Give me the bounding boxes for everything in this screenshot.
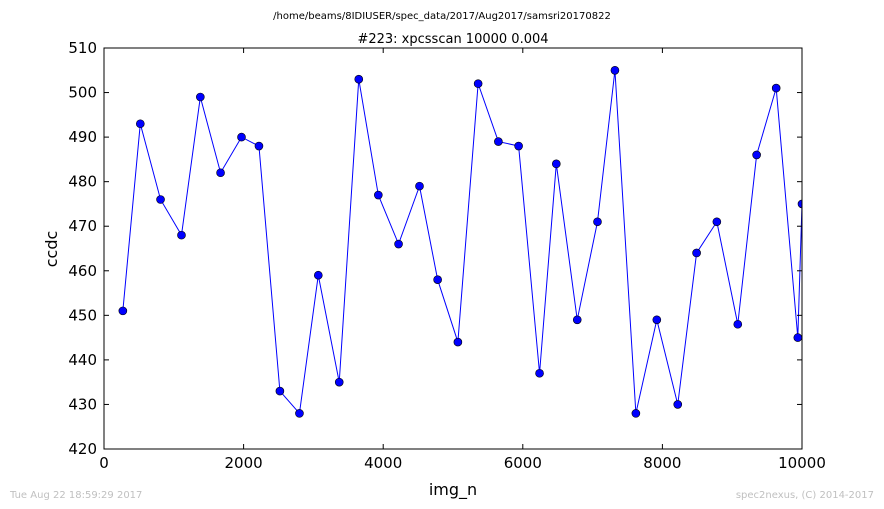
data-point: [793, 333, 802, 342]
data-point: [415, 181, 424, 191]
y-tick-label: 490: [68, 128, 97, 146]
data-point: [652, 315, 662, 325]
data-point: [135, 119, 145, 129]
ticks-layer: 0 2000 4000 6000 8000 10000 420 430 440 450 460 470…: [68, 39, 826, 472]
data-point: [712, 217, 722, 227]
data-point: [610, 65, 620, 75]
x-tick-label: 0: [99, 454, 109, 472]
data-point: [275, 386, 285, 396]
data-point: [334, 377, 344, 387]
y-tick-label: 440: [68, 351, 97, 369]
y-tick-label: 460: [68, 262, 97, 280]
data-point: [752, 150, 761, 160]
data-point: [118, 306, 128, 316]
series-line: [122, 70, 802, 415]
plot-frame: [103, 47, 803, 450]
data-point: [673, 400, 683, 409]
x-tick-label: 10000: [778, 454, 826, 472]
data-point: [374, 190, 383, 200]
data-point: [295, 409, 304, 418]
footer-timestamp: Tue Aug 22 18:59:29 2017: [10, 490, 143, 501]
y-tick-label: 420: [68, 440, 97, 458]
data-point: [494, 137, 503, 146]
data-point: [254, 141, 264, 151]
data-point: [433, 275, 442, 284]
data-point: [514, 141, 523, 151]
y-tick-label: 500: [68, 84, 97, 102]
data-point: [631, 409, 641, 418]
data-point: [733, 319, 743, 329]
data-point: [593, 217, 602, 227]
y-tick-label: 510: [68, 39, 97, 57]
footer-credit: spec2nexus, (C) 2014-2017: [735, 490, 874, 501]
data-point: [156, 195, 165, 204]
data-point: [797, 199, 802, 209]
y-tick-label: 450: [68, 306, 97, 324]
data-point: [354, 74, 364, 84]
y-tick-label: 470: [68, 217, 97, 235]
x-tick-label: 8000: [643, 454, 681, 472]
data-point: [572, 315, 582, 325]
x-tick-label: 6000: [504, 454, 542, 472]
data-point: [552, 159, 561, 169]
data-point: [692, 248, 701, 258]
data-point: [237, 132, 246, 142]
x-tick-label: 2000: [225, 454, 263, 472]
data-point: [394, 239, 403, 249]
y-tick-label: 480: [68, 173, 97, 191]
x-axis-label: img_n: [429, 480, 477, 500]
series-layer: [118, 65, 802, 418]
chart-title: #223: xpcsscan 10000 0.004: [357, 32, 548, 47]
data-point: [453, 337, 463, 347]
y-tick-label: 430: [68, 395, 97, 413]
data-point: [473, 79, 483, 88]
data-point: [771, 83, 781, 93]
data-point: [535, 368, 544, 378]
data-point: [177, 230, 186, 240]
data-point: [313, 270, 323, 280]
data-point: [196, 92, 205, 102]
data-point: [216, 168, 225, 178]
y-axis-label: ccdc: [42, 231, 61, 268]
x-tick-label: 4000: [364, 454, 402, 472]
chart-suptitle: /home/beams/8IDIUSER/spec_data/2017/Aug2…: [273, 11, 611, 22]
